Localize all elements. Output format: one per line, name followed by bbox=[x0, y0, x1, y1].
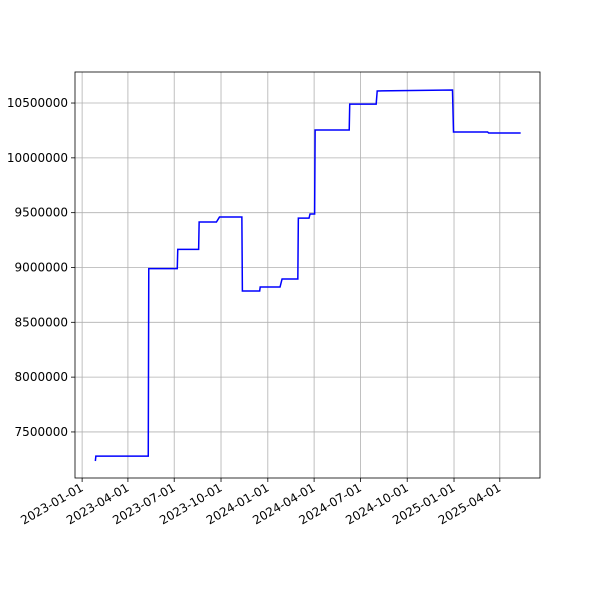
y-tick-label: 9500000 bbox=[15, 206, 68, 220]
y-tick-label: 8000000 bbox=[15, 370, 68, 384]
y-tick-label: 9000000 bbox=[15, 260, 68, 274]
y-tick-label: 8500000 bbox=[15, 315, 68, 329]
y-tick-label: 7500000 bbox=[15, 425, 68, 439]
plot-frame bbox=[74, 71, 541, 479]
y-tick-label: 10000000 bbox=[7, 151, 68, 165]
y-tick-label: 10500000 bbox=[7, 96, 68, 110]
line-series bbox=[94, 89, 521, 462]
